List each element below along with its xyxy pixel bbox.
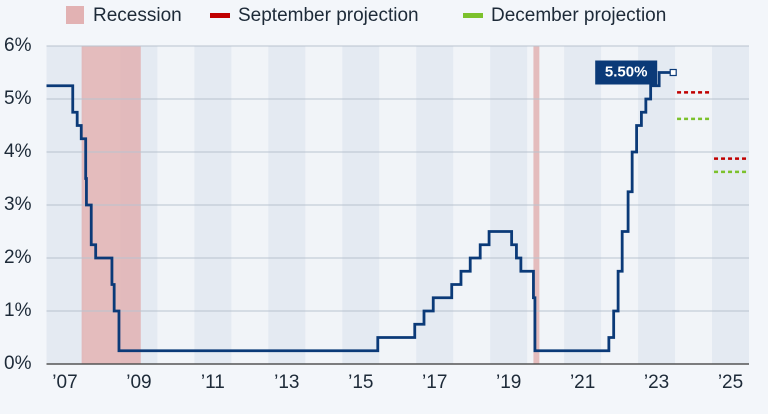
- x-tick-label: ’21: [570, 372, 595, 393]
- x-tick-label: ’25: [718, 372, 743, 393]
- legend-swatch: [66, 6, 84, 24]
- y-tick-label: 2%: [4, 247, 32, 268]
- y-tick-label: 3%: [4, 194, 32, 215]
- x-tick-label: ’13: [274, 372, 299, 393]
- x-tick-label: ’07: [52, 372, 77, 393]
- legend-label: September projection: [238, 5, 419, 26]
- x-tick-label: ’23: [644, 372, 669, 393]
- annotation: 5.50%: [605, 63, 648, 80]
- x-tick-label: ’11: [201, 372, 225, 393]
- y-tick-label: 5%: [4, 88, 32, 109]
- x-tick-label: ’19: [496, 372, 521, 393]
- x-tick-label: ’15: [348, 372, 373, 393]
- y-tick-label: 4%: [4, 141, 32, 162]
- x-tick-label: ’17: [422, 372, 447, 393]
- y-tick-label: 6%: [4, 35, 32, 56]
- y-tick-label: 1%: [4, 300, 32, 321]
- annotation-box: [595, 60, 658, 85]
- legend-label: Recession: [93, 5, 182, 26]
- legend-swatch: [463, 13, 483, 18]
- end-marker: [669, 68, 677, 77]
- x-tick-label: ’09: [126, 372, 151, 393]
- y-tick-label: 0%: [4, 353, 32, 374]
- legend-label: December projection: [491, 5, 666, 26]
- rate-line: [46, 71, 674, 353]
- legend-swatch: [210, 13, 230, 18]
